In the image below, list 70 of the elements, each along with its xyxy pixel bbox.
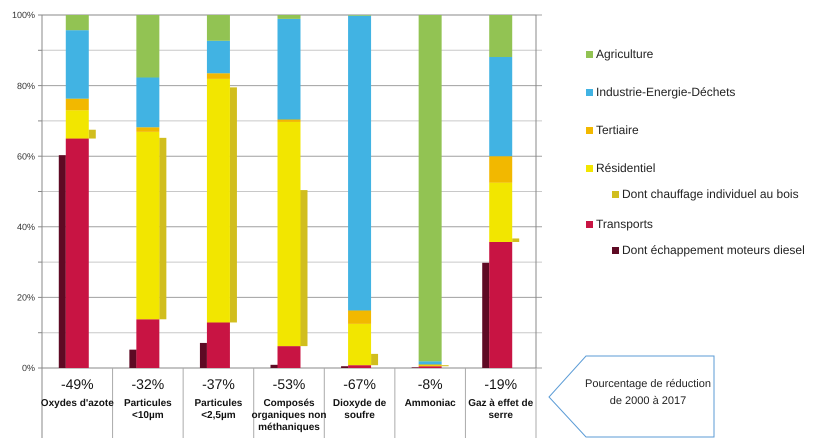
text: -49% xyxy=(60,376,94,392)
legend-label: Transports xyxy=(596,217,653,231)
bar xyxy=(200,342,207,368)
bar xyxy=(270,364,278,368)
x-tick-label: Particules <2,5µm xyxy=(194,398,243,421)
legend-label: Tertiaire xyxy=(596,123,640,137)
text: -8% xyxy=(418,376,443,392)
x-tick-label: Particules <10µm xyxy=(124,398,172,421)
text: -37% xyxy=(202,376,235,392)
bar xyxy=(66,138,89,368)
bar xyxy=(66,15,89,30)
y-tick-label: 20% xyxy=(16,292,35,303)
bar xyxy=(348,16,372,310)
legend-label: Agriculture xyxy=(596,47,654,61)
bar xyxy=(66,110,89,139)
y-tick-label: 60% xyxy=(16,151,35,162)
bar xyxy=(136,127,160,132)
bar xyxy=(512,238,520,242)
bar xyxy=(278,346,300,368)
bar xyxy=(206,15,230,41)
bar xyxy=(58,155,66,368)
bar xyxy=(418,361,442,364)
bar xyxy=(371,354,378,366)
bar xyxy=(88,130,96,139)
bar xyxy=(278,15,300,19)
x-tick-label: Gaz à effet de serre xyxy=(468,398,534,421)
text: -53% xyxy=(272,376,306,392)
y-tick-label: 80% xyxy=(16,80,35,91)
bar xyxy=(136,15,160,78)
bar xyxy=(206,322,230,368)
x-tick-label: Ammoniac xyxy=(404,398,456,409)
bar xyxy=(418,15,442,362)
bar xyxy=(206,78,230,322)
bar xyxy=(66,98,89,110)
bar xyxy=(348,365,372,368)
bar xyxy=(129,350,136,368)
x-tick-label: Dioxyde de soufre xyxy=(332,398,387,421)
bar xyxy=(278,119,300,122)
text: Pourcentage de réduction de 2000 à 2017 xyxy=(585,378,711,407)
bar xyxy=(278,122,300,346)
bar xyxy=(206,73,230,79)
text: -19% xyxy=(484,376,518,392)
y-tick-label: 0% xyxy=(22,363,35,374)
legend-label: Dont chauffage individuel au bois xyxy=(622,187,799,201)
bar xyxy=(159,138,166,320)
bar xyxy=(489,15,512,58)
bar xyxy=(348,310,372,324)
bar xyxy=(348,324,372,366)
bar xyxy=(489,156,512,183)
bar xyxy=(66,30,89,99)
bar xyxy=(278,18,300,120)
y-tick-label: 100% xyxy=(12,10,35,20)
bar xyxy=(136,319,160,368)
text: -67% xyxy=(343,376,376,392)
bar xyxy=(300,190,308,346)
legend-label: Résidentiel xyxy=(596,161,656,175)
x-tick-label: Composés organiques non méthaniques xyxy=(252,398,326,433)
bar xyxy=(206,40,230,74)
bar xyxy=(489,57,512,156)
bar xyxy=(489,242,512,368)
y-tick-label: 40% xyxy=(16,222,35,232)
legend-label: Dont échappement moteurs diesel xyxy=(622,243,805,257)
bar xyxy=(136,77,160,128)
legend-label: Industrie-Energie-Déchets xyxy=(596,85,736,99)
bar xyxy=(482,262,490,368)
bar xyxy=(136,132,160,320)
x-tick-label: Oxydes d'azote xyxy=(40,398,114,409)
bar xyxy=(489,182,512,242)
text: -32% xyxy=(132,376,164,392)
bar xyxy=(230,87,237,322)
